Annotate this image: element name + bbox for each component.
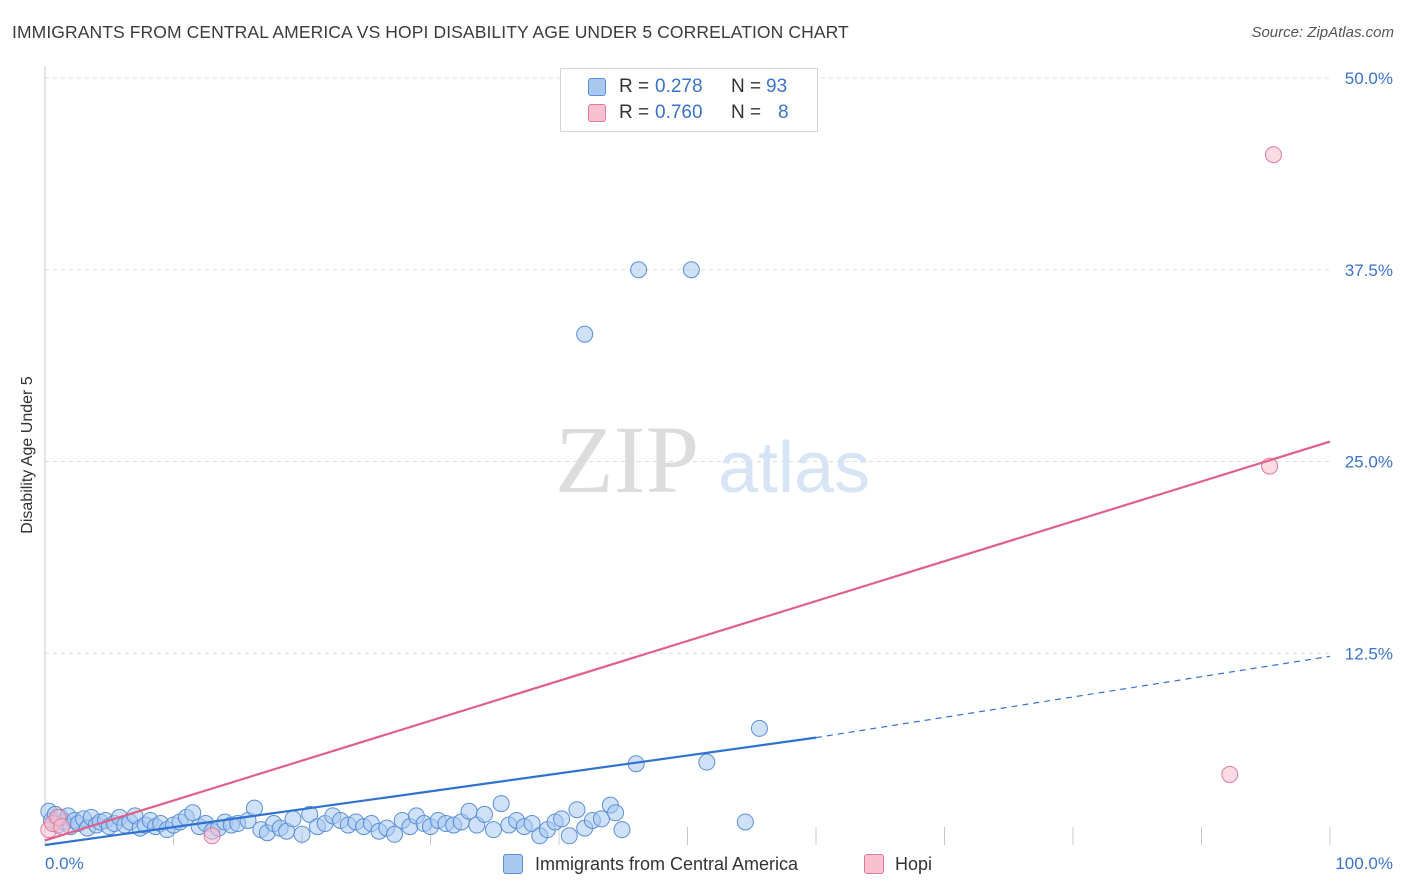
data-point: [475, 805, 493, 823]
legend-r-label: R =: [619, 102, 650, 123]
legend-swatch-blue: [588, 78, 606, 96]
data-point: [560, 827, 578, 845]
y-tick-label: 25.0%: [1345, 453, 1393, 472]
data-point: [682, 261, 700, 279]
y-tick-label: 37.5%: [1345, 261, 1393, 280]
data-point: [592, 810, 610, 828]
data-point: [203, 827, 221, 845]
chart-title: IMMIGRANTS FROM CENTRAL AMERICA VS HOPI …: [12, 22, 849, 42]
data-point: [523, 815, 541, 833]
data-point: [553, 810, 571, 828]
watermark-zip: ZIP: [555, 406, 699, 513]
data-point: [284, 810, 302, 828]
data-point: [750, 719, 768, 737]
tick-labels: 12.5% 25.0% 37.5% 50.0% 0.0% 100.0%: [45, 69, 1393, 873]
x-tick-label: 100.0%: [1335, 854, 1393, 873]
legend-n-value: 93: [766, 76, 788, 97]
data-points: [40, 146, 1282, 845]
axes: [44, 66, 1331, 845]
data-point: [607, 804, 625, 822]
legend-swatch-hopi: [864, 854, 884, 874]
legend-n-label: N =: [731, 76, 762, 97]
data-point: [698, 753, 716, 771]
data-point: [613, 821, 631, 839]
trend-lines: [44, 440, 1331, 847]
data-point: [568, 801, 586, 819]
data-point: [293, 825, 311, 843]
legend-r-value: 0.760: [655, 102, 703, 123]
x-tick-label: 0.0%: [45, 854, 84, 873]
watermark: ZIP atlas: [555, 406, 870, 513]
legend-label-hopi: Hopi: [895, 854, 933, 874]
y-tick-label: 50.0%: [1345, 69, 1393, 88]
data-point: [492, 795, 510, 813]
legend-n-value: 8: [778, 102, 789, 123]
data-point: [630, 261, 648, 279]
correlation-legend: R = 0.278 N = 93 R = 0.760 N = 8: [560, 68, 818, 132]
chart-source: Source: ZipAtlas.com: [1251, 24, 1394, 41]
legend-swatch-immigrants: [503, 854, 523, 874]
data-point: [245, 799, 263, 817]
data-point: [1264, 146, 1282, 164]
legend-n-label: N =: [731, 102, 762, 123]
legend-r-label: R =: [619, 76, 650, 97]
series-hopi: [40, 146, 1282, 845]
trend-line: [44, 736, 817, 847]
series-immigrants: [40, 261, 768, 845]
legend-r-value: 0.278: [655, 76, 703, 97]
data-point: [576, 325, 594, 343]
data-point: [484, 821, 502, 839]
legend-swatch-pink: [588, 104, 606, 122]
watermark-atlas: atlas: [718, 428, 870, 508]
gridlines: [45, 77, 1330, 654]
y-tick-label: 12.5%: [1345, 644, 1393, 663]
data-point: [53, 818, 71, 836]
data-point: [1221, 765, 1239, 783]
legend-label-immigrants: Immigrants from Central America: [535, 854, 799, 874]
data-point: [386, 825, 404, 843]
data-point: [184, 804, 202, 822]
series-legend: Immigrants from Central America Hopi: [0, 852, 1406, 878]
trend-line-extension: [815, 655, 1331, 739]
data-point: [736, 813, 754, 831]
trend-line: [44, 440, 1331, 842]
data-point: [301, 805, 319, 823]
